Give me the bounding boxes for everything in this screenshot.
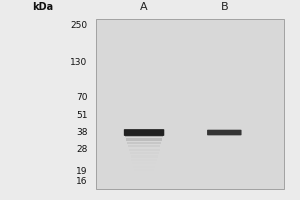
Bar	[135, 172, 153, 175]
Bar	[134, 169, 154, 171]
Text: 250: 250	[70, 21, 88, 30]
Bar	[129, 149, 160, 151]
Bar	[130, 155, 158, 158]
Text: A: A	[140, 2, 148, 12]
Bar	[97, 19, 284, 189]
Bar	[126, 138, 162, 141]
FancyBboxPatch shape	[207, 130, 242, 135]
Text: 38: 38	[76, 128, 88, 137]
Text: 19: 19	[76, 167, 88, 176]
Text: 70: 70	[76, 93, 88, 102]
FancyBboxPatch shape	[124, 129, 164, 136]
Text: 28: 28	[76, 145, 88, 154]
Text: kDa: kDa	[32, 2, 54, 12]
Text: 130: 130	[70, 58, 88, 67]
Text: B: B	[220, 2, 228, 12]
Bar	[133, 162, 156, 164]
Bar	[125, 135, 164, 137]
Bar	[127, 142, 161, 144]
Bar	[128, 145, 160, 147]
Text: 16: 16	[76, 177, 88, 186]
Bar	[134, 166, 155, 168]
Bar	[131, 159, 157, 161]
Bar	[130, 152, 158, 154]
Text: 51: 51	[76, 111, 88, 120]
